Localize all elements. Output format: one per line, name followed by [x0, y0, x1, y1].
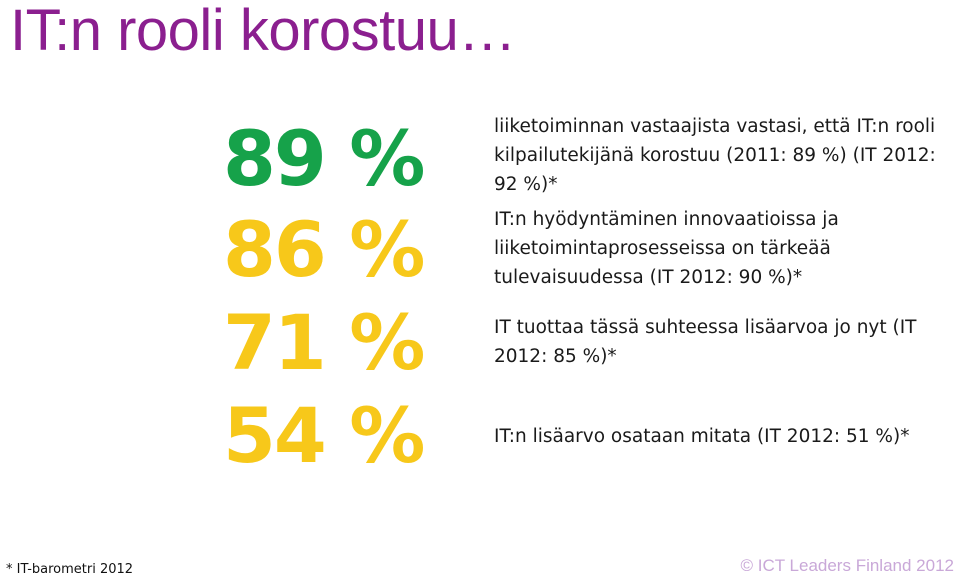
slide-title: IT:n rooli korostuu… [10, 0, 516, 63]
stat-value-2: 86 % [223, 205, 425, 294]
stat-value-4: 54 % [223, 391, 425, 480]
copyright-notice: © ICT Leaders Finland 2012 [740, 556, 954, 575]
stat-description-3: IT tuottaa tässä suhteessa lisäarvoa jo … [494, 317, 917, 367]
footnote: * IT-barometri 2012 [6, 562, 134, 577]
stat-description-1: liiketoiminnan vastaajista vastasi, että… [494, 116, 936, 195]
stat-description-2: IT:n hyödyntäminen innovaatioissa ja lii… [494, 209, 839, 288]
stat-value-3: 71 % [223, 298, 425, 387]
stat-value-1: 89 % [223, 114, 425, 203]
stat-description-4: IT:n lisäarvo osataan mitata (IT 2012: 5… [494, 426, 910, 447]
